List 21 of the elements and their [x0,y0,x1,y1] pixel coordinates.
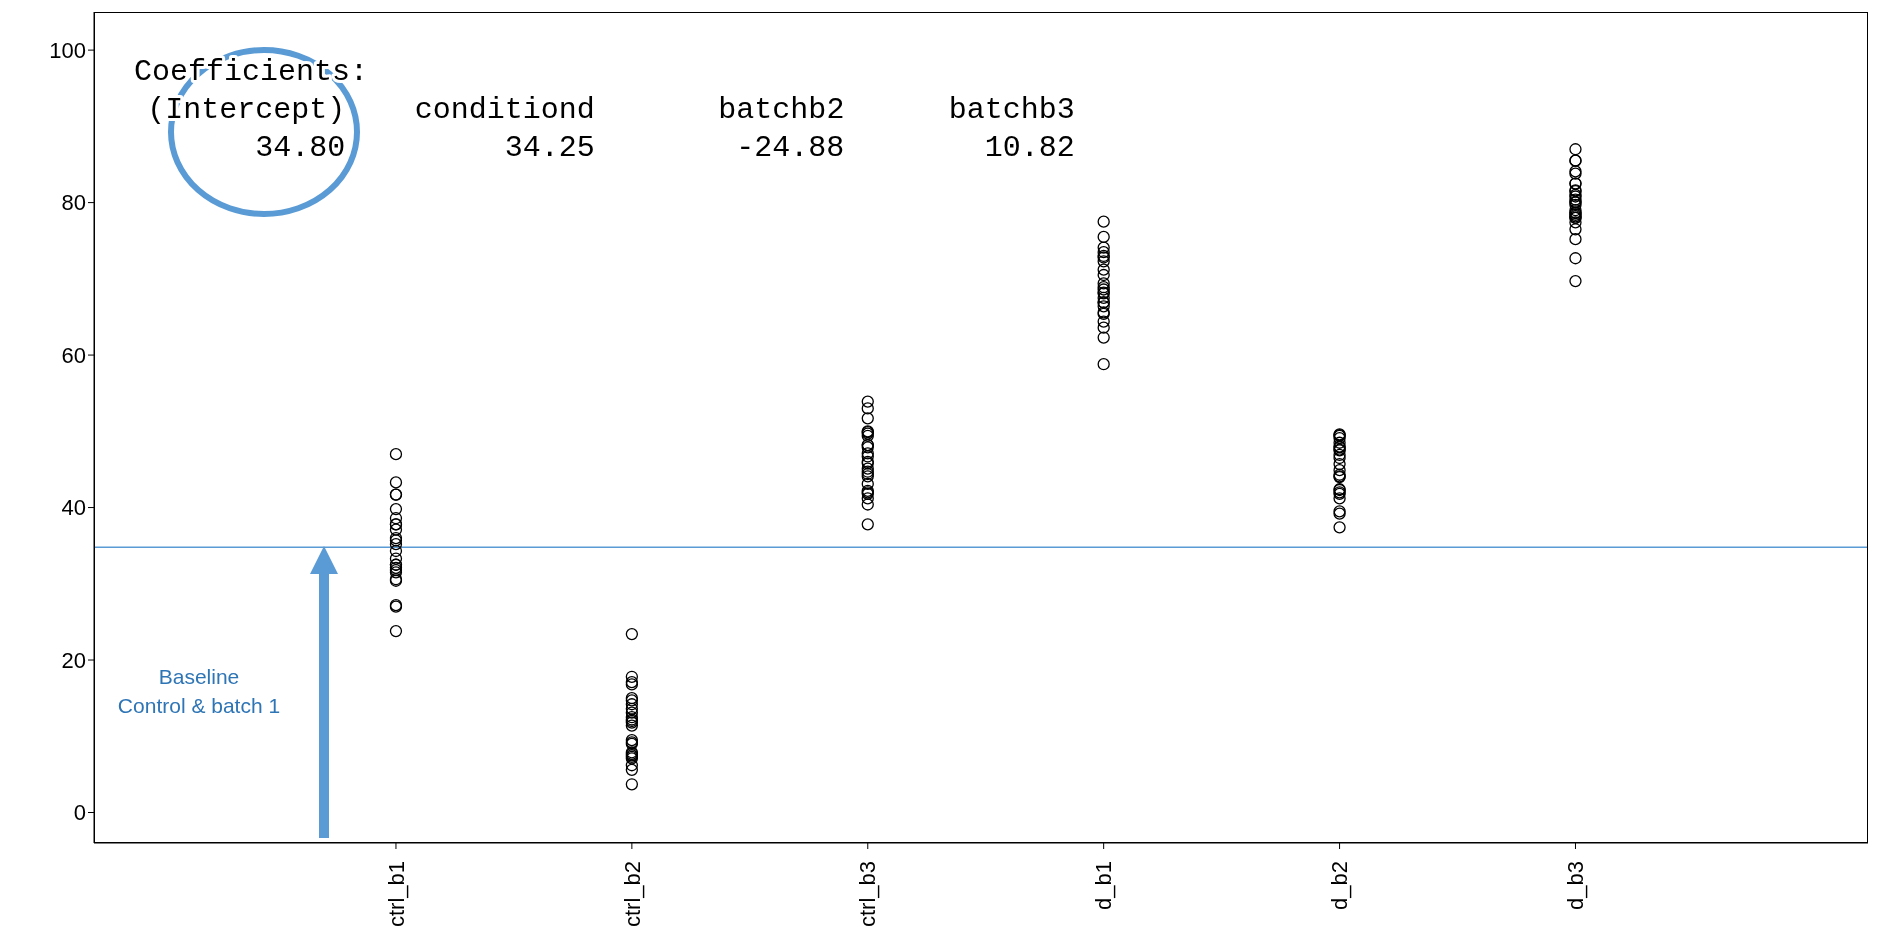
y-tick-label: 80 [61,190,86,216]
x-tick-label: ctrl_b2 [619,861,645,928]
y-tick-label: 20 [61,647,86,673]
x-tick-label: ctrl_b1 [383,861,409,928]
annotation: Control & batch 1 [117,694,281,717]
annotation: batchb2 [718,93,845,127]
x-tick-label: d_b1 [1091,861,1117,910]
annotation: batchb3 [948,93,1075,127]
annotation: 34.25 [504,131,595,165]
annotation: 10.82 [984,131,1075,165]
x-tick-label: d_b3 [1563,861,1589,910]
y-tick-label: 40 [61,495,86,521]
annotation: conditiond [414,93,595,127]
annotation: Baseline [158,665,240,688]
x-tick-label: ctrl_b3 [855,861,881,928]
y-tick-label: 100 [49,37,86,63]
y-tick-label: 0 [73,800,86,826]
x-tick-label: d_b2 [1327,861,1353,910]
y-tick-label: 60 [61,342,86,368]
annotation: 34.80 [255,131,346,165]
annotation: -24.88 [736,131,845,165]
